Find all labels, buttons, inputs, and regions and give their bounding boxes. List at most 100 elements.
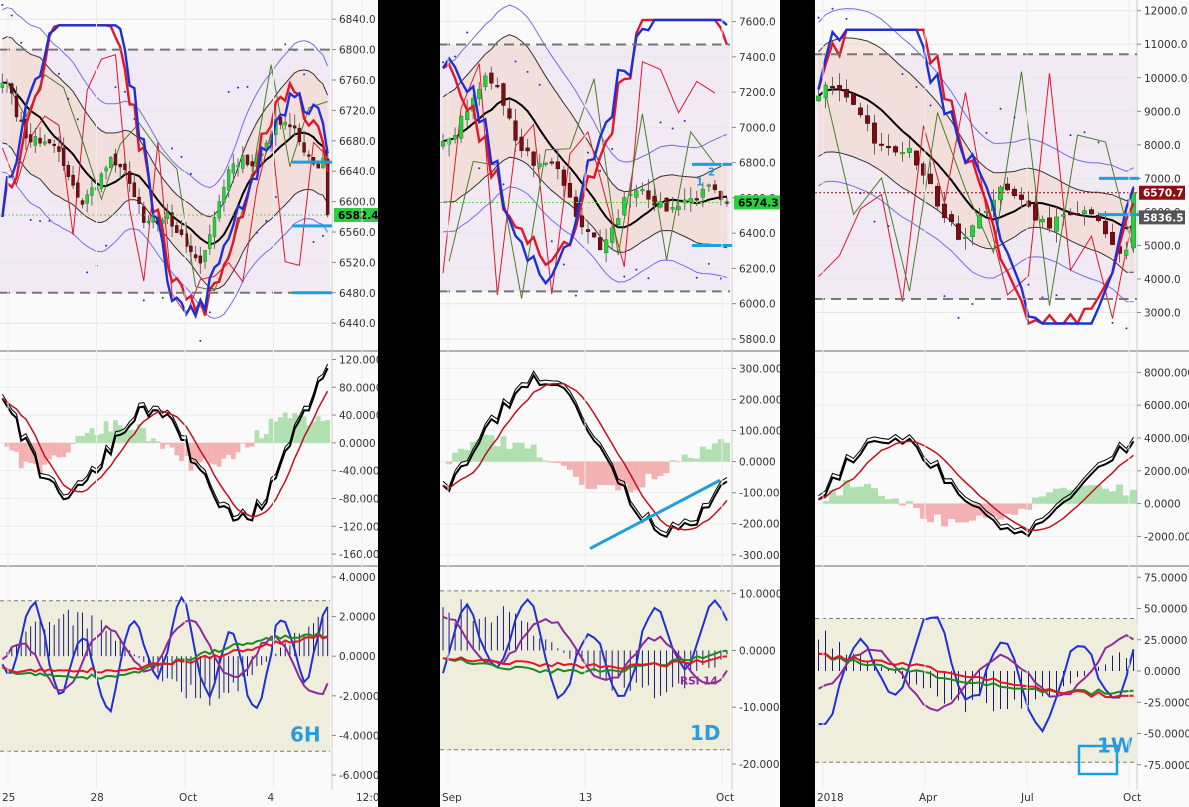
macd-histogram-bar xyxy=(591,461,598,489)
chart-column-1w: 12000.0 11000.0 10000.0 9000.0 8000.0 7000.0 6… xyxy=(815,0,1189,807)
last-price-label: 6570.7 xyxy=(1143,188,1184,200)
macd-histogram-bar xyxy=(948,503,955,519)
candle-body xyxy=(1110,231,1115,245)
sar-dot xyxy=(29,218,32,221)
sar-dot xyxy=(227,90,230,93)
sar-dot xyxy=(526,70,529,73)
candle-body xyxy=(837,85,842,91)
macd-histogram-bar xyxy=(23,442,29,462)
candle-body xyxy=(628,193,633,196)
macd-histogram-bar xyxy=(927,503,934,523)
stoch-tick-label: 0.0000 xyxy=(1144,666,1181,678)
macd-tick-label: 40.0000 xyxy=(339,410,378,422)
macd-histogram-bar xyxy=(560,461,567,466)
sar-dot xyxy=(671,127,674,130)
candle-body xyxy=(567,182,573,198)
sar-dot xyxy=(514,60,517,63)
candle-body xyxy=(1026,200,1031,207)
macd-tick-label: -40.0000 xyxy=(339,466,378,478)
sar-dot xyxy=(161,296,164,299)
secondary-price-label: 5836.5 xyxy=(1143,212,1184,224)
price-tick-label: 6200.0 xyxy=(739,263,776,275)
price-oscillator-green xyxy=(6,64,328,292)
macd-histogram-bar xyxy=(1039,496,1046,504)
macd-histogram-bar xyxy=(160,442,165,449)
candle-body xyxy=(1047,217,1052,229)
candle-body xyxy=(217,201,221,219)
macd-histogram-bar xyxy=(1011,503,1018,515)
stoch-tick-label: 75.0000 xyxy=(1144,572,1187,584)
rsi-line xyxy=(818,634,1135,712)
macd-histogram-bar xyxy=(524,448,531,462)
macd-histogram-bar xyxy=(249,442,255,447)
macd-histogram-bar xyxy=(990,503,997,517)
macd-histogram-bar xyxy=(278,417,283,443)
macd-histogram-bar xyxy=(829,490,836,504)
macd-histogram-bar xyxy=(268,418,274,443)
stoch-tick-label: 4.0000 xyxy=(339,572,376,584)
macd-histogram-bar xyxy=(878,495,885,504)
macd-histogram-bar xyxy=(146,441,151,443)
timeframe-label: 6H xyxy=(290,722,321,746)
stoch-tick-label: 2.0000 xyxy=(339,612,376,624)
macd-histogram-bar xyxy=(711,443,718,462)
candle-body xyxy=(198,255,203,264)
candle-body xyxy=(555,161,560,170)
macd-histogram-bar xyxy=(18,442,24,469)
candle-body xyxy=(10,83,14,94)
candle-body xyxy=(175,225,179,233)
macd-histogram-bar xyxy=(1130,489,1137,504)
rsi-annotation-label: RSI 14 xyxy=(680,676,718,688)
candle-body xyxy=(694,198,699,201)
candle-body xyxy=(604,239,609,254)
macd-histogram-bar xyxy=(669,460,676,462)
macd-histogram-bar xyxy=(1053,488,1060,504)
chart-svg-6h: 6840.0 6800.0 6760.0 6720.0 6680.0 6640.0 6600… xyxy=(0,0,378,804)
candle-body xyxy=(872,122,877,144)
stoch-tick-label: -25.0000 xyxy=(1144,697,1189,709)
macd-histogram-bar xyxy=(639,461,646,488)
macd-histogram-bar xyxy=(306,425,312,443)
macd-histogram-bar xyxy=(56,442,62,458)
annotation-label-2: 2 xyxy=(708,167,715,179)
macd-histogram-bar xyxy=(536,457,543,462)
stoch-tick-label: 50.0000 xyxy=(1144,604,1187,616)
sar-dot xyxy=(817,16,820,19)
price-tick-label: 5000.0 xyxy=(1144,240,1181,252)
macd-histogram-bar xyxy=(836,495,843,504)
candle-body xyxy=(283,121,287,126)
candle-body xyxy=(316,163,320,169)
candle-body xyxy=(226,169,231,191)
candle-body xyxy=(816,95,821,102)
price-oscillator-green xyxy=(448,78,716,299)
candle-body xyxy=(307,154,311,157)
macd-histogram-bar xyxy=(136,424,142,443)
macd-tick-label: -2000.0000 xyxy=(1144,531,1189,543)
candle-body xyxy=(90,187,94,196)
candle-body xyxy=(1131,192,1136,249)
macd-histogram-bar xyxy=(127,429,132,443)
macd-histogram-bar xyxy=(1123,495,1130,504)
macd-histogram-bar xyxy=(235,442,241,453)
macd-histogram-bar xyxy=(207,442,213,464)
candle-body xyxy=(977,215,982,229)
macd-histogram-bar xyxy=(494,446,501,462)
macd-tick-label: 0.0000 xyxy=(1144,499,1181,511)
macd-histogram-bar xyxy=(822,501,829,504)
macd-histogram-bar xyxy=(301,416,307,443)
time-tick-label: Apr xyxy=(919,792,938,804)
time-tick-label: Oct xyxy=(179,792,197,804)
macd-histogram-bar xyxy=(934,503,941,515)
sar-dot xyxy=(57,72,60,75)
candle-body xyxy=(288,124,292,128)
macd-histogram-bar xyxy=(1109,491,1116,504)
sar-dot xyxy=(611,147,614,150)
candle-body xyxy=(109,157,113,169)
outer-lower-band xyxy=(818,180,1134,303)
macd-histogram-bar xyxy=(920,503,927,519)
time-tick-label: Oct xyxy=(1123,792,1141,804)
macd-histogram-bar xyxy=(941,503,948,527)
macd-tick-label: -100.0000 xyxy=(739,488,780,500)
price-tick-label: 6440.0 xyxy=(339,318,376,330)
sar-dot xyxy=(538,83,541,86)
